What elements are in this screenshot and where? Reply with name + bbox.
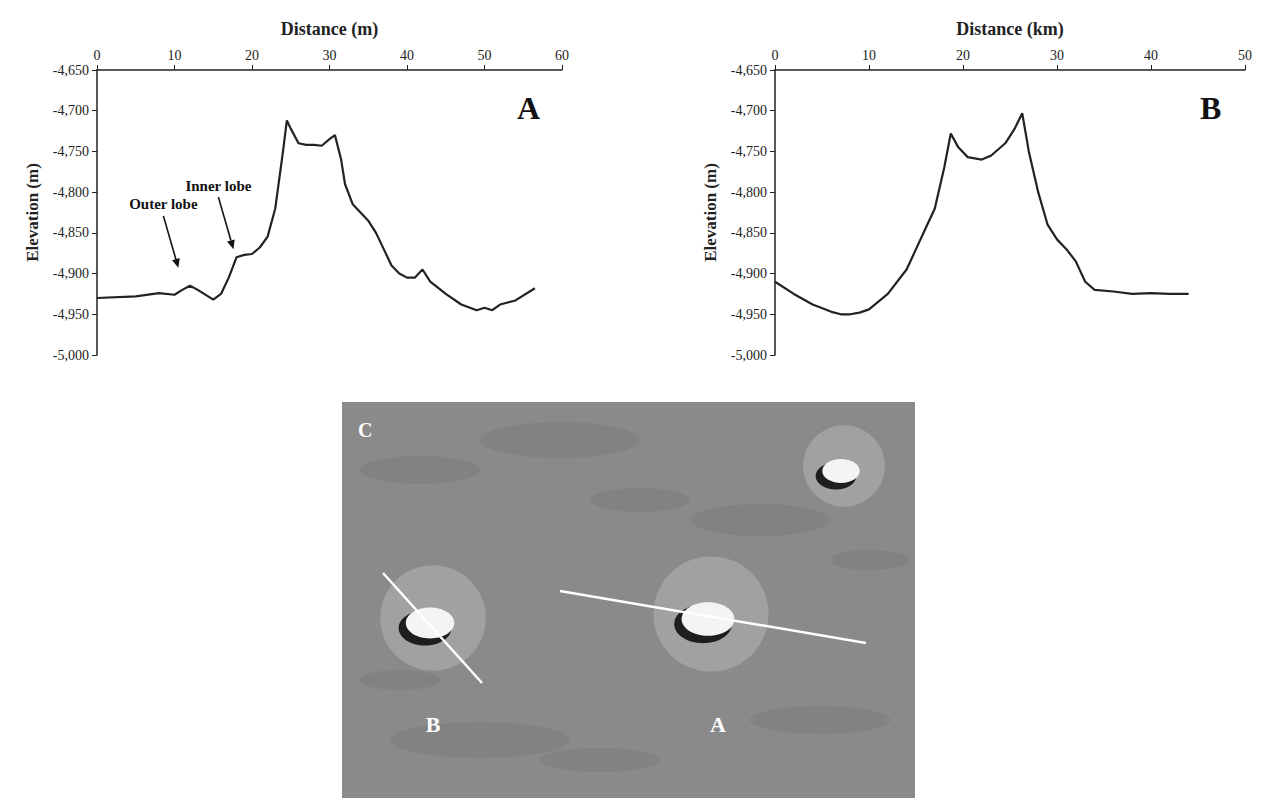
svg-text:-4,750: -4,750 — [53, 144, 89, 159]
svg-text:-4,650: -4,650 — [53, 63, 89, 78]
svg-text:Outer lobe: Outer lobe — [129, 196, 198, 212]
svg-text:-4,750: -4,750 — [731, 144, 767, 159]
svg-text:30: 30 — [1050, 48, 1064, 63]
svg-text:-4,850: -4,850 — [731, 225, 767, 240]
svg-text:-5,000: -5,000 — [731, 348, 767, 363]
svg-text:B: B — [426, 712, 441, 737]
svg-text:-4,800: -4,800 — [53, 185, 89, 200]
svg-text:Distance (km): Distance (km) — [956, 19, 1063, 40]
svg-text:10: 10 — [168, 48, 182, 63]
svg-text:Elevation (m): Elevation (m) — [701, 163, 720, 262]
svg-text:A: A — [710, 712, 726, 737]
svg-text:0: 0 — [772, 48, 779, 63]
svg-text:40: 40 — [1144, 48, 1158, 63]
svg-text:A: A — [517, 90, 540, 126]
svg-text:-4,950: -4,950 — [53, 307, 89, 322]
svg-text:50: 50 — [1238, 48, 1252, 63]
svg-text:-4,900: -4,900 — [731, 266, 767, 281]
svg-text:Elevation (m): Elevation (m) — [23, 163, 42, 262]
svg-text:40: 40 — [400, 48, 414, 63]
svg-text:C: C — [358, 419, 372, 441]
svg-text:20: 20 — [245, 48, 259, 63]
svg-text:50: 50 — [478, 48, 492, 63]
svg-text:0: 0 — [94, 48, 101, 63]
svg-text:-4,900: -4,900 — [53, 266, 89, 281]
svg-text:10: 10 — [862, 48, 876, 63]
svg-text:60: 60 — [555, 48, 569, 63]
svg-text:-4,650: -4,650 — [731, 63, 767, 78]
svg-text:30: 30 — [323, 48, 337, 63]
svg-text:-4,700: -4,700 — [731, 103, 767, 118]
svg-text:20: 20 — [956, 48, 970, 63]
svg-text:-4,850: -4,850 — [53, 225, 89, 240]
svg-text:-5,000: -5,000 — [53, 348, 89, 363]
svg-text:-4,800: -4,800 — [731, 185, 767, 200]
svg-text:-4,950: -4,950 — [731, 307, 767, 322]
svg-text:B: B — [1200, 90, 1221, 126]
svg-text:Distance (m): Distance (m) — [281, 19, 378, 40]
svg-text:Inner lobe: Inner lobe — [185, 178, 251, 194]
svg-text:-4,700: -4,700 — [53, 103, 89, 118]
